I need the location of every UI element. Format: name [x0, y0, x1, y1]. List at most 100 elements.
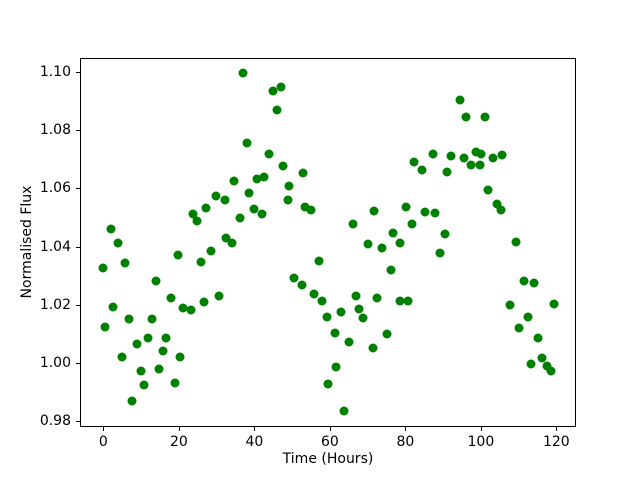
data-point — [259, 172, 269, 182]
data-point — [348, 219, 358, 229]
data-point — [298, 168, 308, 178]
data-point — [492, 199, 502, 209]
data-point — [297, 280, 307, 290]
data-point — [132, 339, 142, 349]
data-point — [306, 205, 316, 215]
data-point — [139, 380, 149, 390]
data-point — [483, 185, 493, 195]
data-point — [244, 188, 254, 198]
data-point — [523, 312, 533, 322]
data-point — [317, 296, 327, 306]
data-point — [407, 219, 417, 229]
data-point — [278, 161, 288, 171]
x-tick-mark — [254, 427, 256, 431]
data-point — [440, 229, 450, 239]
data-point — [549, 299, 559, 309]
data-point — [395, 238, 405, 248]
y-tick-label: 1.02 — [39, 296, 71, 313]
y-tick-label: 1.04 — [39, 238, 71, 255]
data-point — [289, 273, 299, 283]
plot-area — [80, 58, 576, 427]
y-axis-label: Normalised Flux — [19, 185, 35, 299]
data-point — [542, 361, 552, 371]
data-point — [336, 307, 346, 317]
data-point — [188, 209, 198, 219]
data-point — [196, 257, 206, 267]
data-point — [344, 337, 354, 347]
data-point — [235, 213, 245, 223]
data-point — [519, 276, 529, 286]
data-point — [377, 243, 387, 253]
data-point — [220, 195, 230, 205]
data-point — [401, 202, 411, 212]
data-point — [511, 237, 521, 247]
data-point — [323, 379, 333, 389]
data-point — [100, 322, 110, 332]
data-point — [158, 346, 168, 356]
data-point — [505, 300, 515, 310]
data-point — [314, 256, 324, 266]
data-point — [480, 112, 490, 122]
data-point — [284, 181, 294, 191]
x-tick-mark — [556, 427, 558, 431]
data-point — [546, 366, 556, 376]
data-point — [166, 293, 176, 303]
data-point — [120, 258, 130, 268]
data-point — [173, 250, 183, 260]
y-tick-label: 1.08 — [39, 122, 71, 139]
data-point — [533, 333, 543, 343]
data-point — [488, 153, 498, 163]
data-point — [252, 174, 262, 184]
data-point — [229, 176, 239, 186]
data-point — [151, 276, 161, 286]
data-point — [192, 216, 202, 226]
y-tick-mark — [76, 71, 80, 73]
data-point — [206, 246, 216, 256]
data-point — [214, 291, 224, 301]
data-point — [428, 149, 438, 159]
data-point — [113, 238, 123, 248]
x-tick-label: 100 — [467, 434, 495, 450]
x-tick-mark — [178, 427, 180, 431]
data-point — [526, 359, 536, 369]
y-tick-label: 1.00 — [39, 355, 71, 372]
data-point — [388, 228, 398, 238]
data-point — [369, 206, 379, 216]
data-point — [331, 362, 341, 372]
data-point — [154, 364, 164, 374]
data-point — [330, 328, 340, 338]
data-point — [238, 68, 248, 78]
data-point — [476, 149, 486, 159]
y-tick-label: 0.98 — [39, 413, 71, 430]
x-axis-label: Time (Hours) — [282, 451, 374, 467]
data-point — [430, 208, 440, 218]
x-tick-mark — [103, 427, 105, 431]
data-point — [309, 289, 319, 299]
y-tick-mark — [76, 304, 80, 306]
data-point — [272, 105, 282, 115]
data-point — [417, 165, 427, 175]
data-point — [211, 191, 220, 201]
data-point — [461, 112, 471, 122]
data-point — [446, 151, 456, 161]
data-point — [496, 205, 506, 215]
data-point — [117, 352, 127, 362]
y-tick-mark — [76, 246, 80, 248]
y-tick-mark — [76, 188, 80, 190]
x-tick-mark — [405, 427, 407, 431]
data-point — [106, 224, 116, 234]
data-point — [386, 265, 396, 275]
data-point — [435, 248, 445, 258]
data-point — [175, 352, 185, 362]
data-point — [339, 406, 349, 416]
x-tick-label: 60 — [320, 434, 339, 450]
data-point — [537, 353, 547, 363]
data-point — [283, 195, 293, 205]
data-point — [466, 160, 476, 170]
x-tick-label: 0 — [98, 434, 108, 450]
data-point — [147, 314, 157, 324]
data-point — [409, 157, 419, 167]
x-tick-label: 20 — [169, 434, 188, 450]
data-point — [529, 278, 539, 288]
